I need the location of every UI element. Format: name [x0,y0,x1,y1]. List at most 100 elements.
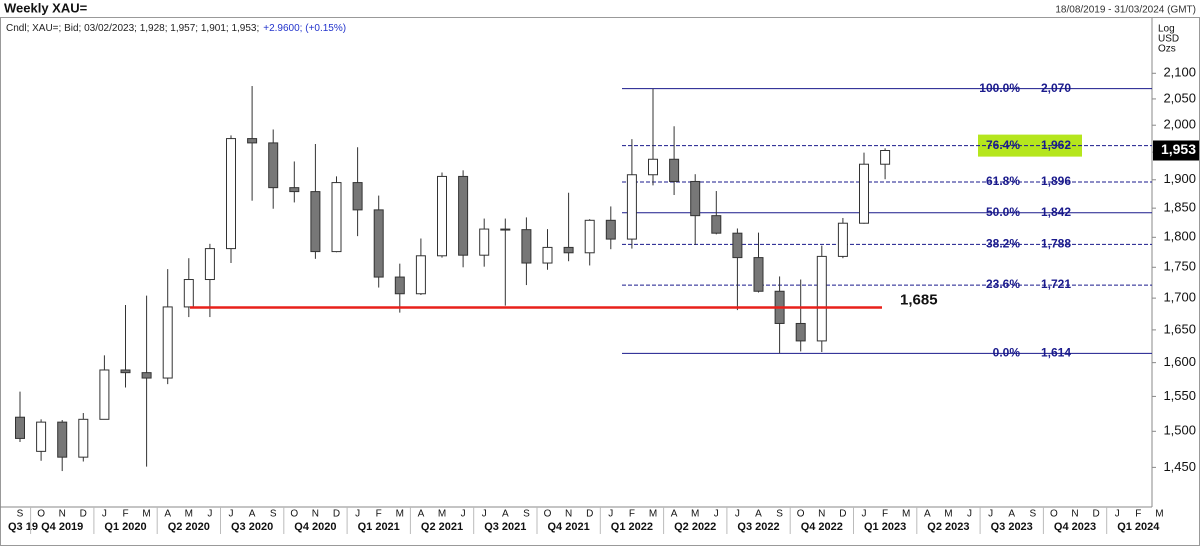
quarter-label: Q4 2023 [1054,521,1096,533]
candle-body [183,279,194,308]
candle-body [690,180,701,217]
candle-body [837,222,848,257]
candle-body [500,228,511,231]
x-tick-label: J [967,509,972,520]
quarter-label: Q1 2022 [611,521,653,533]
fib-value: 1,962 [1041,138,1071,152]
x-tick-label: D [333,509,340,520]
header-values: Cndl; XAU=; Bid; 03/02/2023; 1,928; 1,95… [6,23,259,34]
support-label: 1,685 [900,292,938,309]
fib-percent: 23.6% [986,277,1020,291]
quarter-label: Q1 2020 [104,521,146,533]
candle-body [795,322,806,342]
candle-body [15,416,25,439]
quarter-label: Q4 2021 [547,521,589,533]
x-tick-label: M [649,509,657,520]
candle-body [310,191,321,253]
x-tick-label: A [671,509,678,520]
candle-body [458,175,469,256]
date-range: 18/08/2019 - 31/03/2024 (GMT) [1055,5,1196,16]
x-tick-label: J [608,509,613,520]
x-tick-label: A [755,509,762,520]
y-tick-label: 1,650 [1163,321,1196,336]
candle-body [57,421,68,458]
fib-value: 1,614 [1041,346,1071,360]
x-tick-label: O [797,509,805,520]
fib-value: 2,070 [1041,81,1071,95]
candle-body [753,257,764,292]
x-tick-label: J [461,509,466,520]
x-tick-label: J [229,509,234,520]
x-tick-label: D [80,509,87,520]
x-tick-label: N [59,509,66,520]
x-tick-label: F [122,509,128,520]
last-price-label: 1,953 [1161,141,1196,157]
candle-body [394,276,405,295]
candle-body [669,158,680,182]
x-tick-label: D [1092,509,1099,520]
quarter-label: Q1 2023 [864,521,906,533]
quarter-label: Q3 2023 [991,521,1033,533]
x-tick-label: J [714,509,719,520]
candle-body [36,421,47,452]
x-tick-label: S [776,509,783,520]
fib-value: 1,842 [1041,205,1071,219]
candle-body [268,142,279,189]
x-tick-label: F [1135,509,1141,520]
candle-body [373,209,384,278]
candle-body [542,246,553,264]
quarter-label: Q1 2024 [1117,521,1160,533]
axis-unit: Ozs [1158,44,1176,55]
candle-body [99,369,110,420]
candle-body [331,182,342,253]
x-tick-label: M [944,509,952,520]
quarter-label: Q4 2020 [294,521,336,533]
x-tick-label: A [924,509,931,520]
quarter-label: Q3 2022 [737,521,779,533]
quarter-label: Q4 2022 [801,521,843,533]
candle-body [226,138,236,250]
candle-body [605,219,616,240]
x-tick-label: S [17,509,24,520]
x-tick-label: A [164,509,171,520]
x-tick-label: F [629,509,635,520]
y-tick-label: 1,450 [1163,459,1196,474]
x-tick-label: J [102,509,107,520]
x-tick-label: J [207,509,212,520]
x-tick-label: J [355,509,360,520]
x-tick-label: A [1008,509,1015,520]
x-tick-label: M [1155,509,1163,520]
y-tick-label: 2,050 [1163,90,1196,105]
candle-body [247,138,258,144]
x-tick-label: D [839,509,846,520]
candle-body [162,306,173,379]
y-tick-label: 1,850 [1163,200,1196,215]
quarter-label: Q3 2020 [231,521,273,533]
x-tick-label: F [882,509,888,520]
y-tick-label: 1,550 [1163,388,1196,403]
chart-title: Weekly XAU= [4,0,88,15]
candle-body [859,163,869,224]
candle-body [78,418,89,458]
x-tick-label: D [586,509,593,520]
header-info: Cndl; XAU=; Bid; 03/02/2023; 1,928; 1,95… [6,23,346,34]
y-tick-label: 1,700 [1163,290,1196,305]
candle-body [732,232,743,259]
x-tick-label: N [818,509,825,520]
fib-percent: 61.8% [986,174,1020,188]
y-tick-label: 1,600 [1163,354,1196,369]
quarter-label: Q2 2021 [421,521,463,533]
candle-body [437,175,447,257]
candle-body [521,229,532,264]
x-tick-label: A [502,509,509,520]
y-tick-label: 1,750 [1163,259,1196,274]
x-tick-label: S [523,509,530,520]
fib-value: 1,896 [1041,174,1071,188]
x-tick-label: M [902,509,910,520]
x-tick-label: O [1050,509,1058,520]
x-tick-label: S [270,509,277,520]
y-tick-label: 1,500 [1163,423,1196,438]
x-tick-label: O [290,509,298,520]
